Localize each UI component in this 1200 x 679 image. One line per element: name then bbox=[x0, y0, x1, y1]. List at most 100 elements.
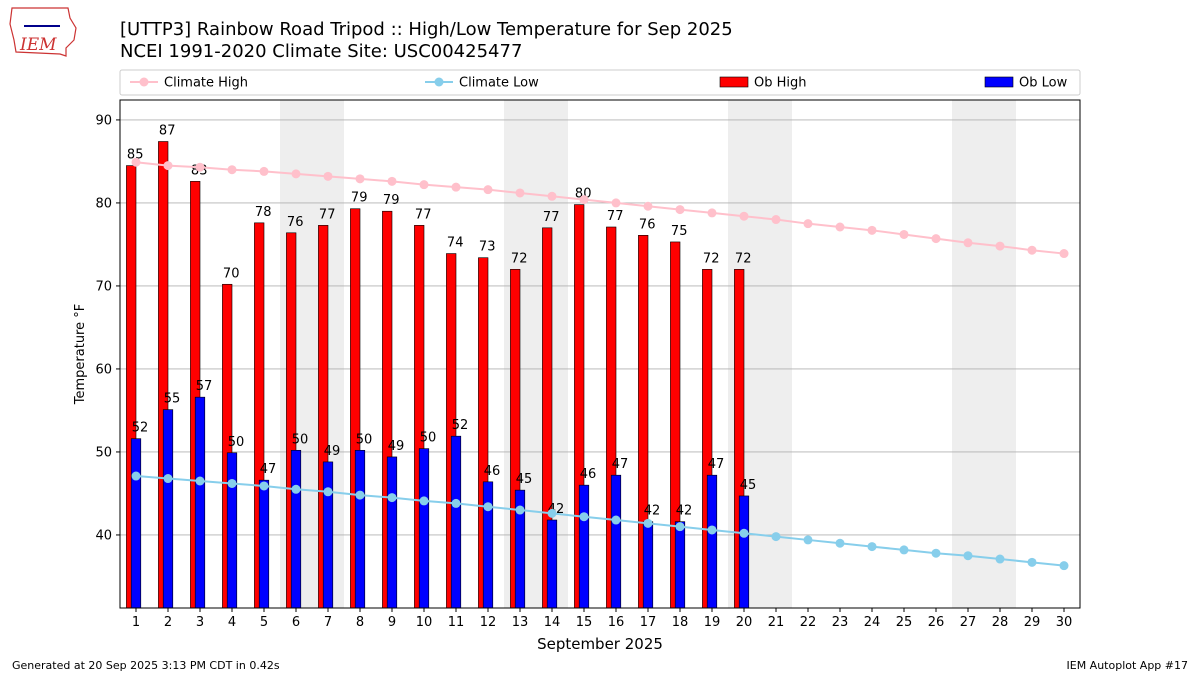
bar bbox=[642, 521, 654, 609]
x-tick-label: 22 bbox=[800, 615, 817, 630]
point bbox=[1059, 561, 1069, 571]
bar-label: 78 bbox=[255, 205, 272, 220]
point bbox=[195, 162, 205, 172]
point bbox=[483, 502, 493, 512]
bar-label: 42 bbox=[644, 504, 661, 519]
bar bbox=[386, 456, 398, 609]
bar-label: 47 bbox=[708, 457, 725, 472]
point bbox=[355, 174, 365, 184]
point bbox=[611, 198, 621, 208]
bar bbox=[450, 435, 462, 609]
y-tick-label: 60 bbox=[95, 362, 112, 377]
weekend-shade bbox=[952, 100, 1016, 608]
point bbox=[291, 484, 301, 494]
bar bbox=[418, 448, 430, 609]
bar-label: 77 bbox=[543, 210, 560, 225]
bar-label: 77 bbox=[415, 207, 432, 222]
footer-left: Generated at 20 Sep 2025 3:13 PM CDT in … bbox=[12, 659, 280, 672]
point bbox=[451, 182, 461, 192]
bar-label: 50 bbox=[292, 432, 309, 447]
x-tick-label: 16 bbox=[608, 615, 625, 630]
point bbox=[707, 525, 717, 535]
point bbox=[931, 234, 941, 244]
x-tick-label: 19 bbox=[704, 615, 721, 630]
bar-label: 46 bbox=[580, 467, 597, 482]
point bbox=[739, 211, 749, 221]
point bbox=[131, 157, 141, 167]
point bbox=[931, 548, 941, 558]
x-tick-label: 30 bbox=[1056, 615, 1073, 630]
bar bbox=[354, 449, 366, 609]
point bbox=[899, 229, 909, 239]
plot-frame bbox=[119, 99, 1081, 609]
point bbox=[419, 496, 429, 506]
bar-label: 77 bbox=[607, 209, 624, 224]
x-tick-label: 6 bbox=[292, 615, 300, 630]
x-tick-label: 13 bbox=[512, 615, 529, 630]
bar-label: 50 bbox=[420, 431, 437, 446]
point bbox=[963, 238, 973, 248]
point bbox=[835, 222, 845, 232]
point bbox=[227, 478, 237, 488]
legend-swatch bbox=[984, 76, 1014, 88]
bar-label: 72 bbox=[735, 251, 752, 266]
y-tick-label: 80 bbox=[95, 196, 112, 211]
point bbox=[227, 165, 237, 175]
bar-label: 52 bbox=[452, 418, 469, 433]
x-tick-label: 28 bbox=[992, 615, 1009, 630]
point bbox=[515, 188, 525, 198]
bar bbox=[578, 484, 590, 609]
point bbox=[323, 487, 333, 497]
legend-box bbox=[119, 69, 1081, 96]
point bbox=[675, 522, 685, 532]
point bbox=[803, 535, 813, 545]
x-tick-label: 15 bbox=[576, 615, 593, 630]
x-tick-label: 14 bbox=[544, 615, 561, 630]
bar-label: 55 bbox=[164, 392, 181, 407]
y-tick-label: 50 bbox=[95, 445, 112, 460]
legend-swatch bbox=[719, 76, 749, 88]
bar-label: 79 bbox=[383, 193, 400, 208]
bar-label: 46 bbox=[484, 464, 501, 479]
bar-label: 47 bbox=[612, 457, 629, 472]
x-tick-label: 12 bbox=[480, 615, 497, 630]
x-tick-label: 21 bbox=[768, 615, 785, 630]
x-tick-label: 9 bbox=[388, 615, 396, 630]
point bbox=[483, 185, 493, 195]
x-tick-label: 10 bbox=[416, 615, 433, 630]
point bbox=[131, 471, 141, 481]
point bbox=[579, 195, 589, 205]
legend-label: Climate High bbox=[164, 76, 248, 91]
x-axis-label: September 2025 bbox=[537, 635, 663, 653]
legend-label: Ob Low bbox=[1019, 76, 1068, 91]
bar-label: 42 bbox=[676, 504, 693, 519]
bar-label: 72 bbox=[703, 251, 720, 266]
y-axis-label: Temperature °F bbox=[73, 304, 88, 405]
legend-label: Ob High bbox=[754, 76, 807, 91]
bar bbox=[258, 479, 270, 609]
x-tick-label: 4 bbox=[228, 615, 236, 630]
x-tick-label: 24 bbox=[864, 615, 881, 630]
chart-subtitle: NCEI 1991-2020 Climate Site: USC00425477 bbox=[120, 41, 522, 62]
point bbox=[1027, 557, 1037, 567]
point bbox=[675, 205, 685, 215]
bar bbox=[130, 438, 142, 609]
legend-point bbox=[434, 77, 444, 87]
x-tick-label: 3 bbox=[196, 615, 204, 630]
point bbox=[547, 508, 557, 518]
point bbox=[771, 215, 781, 225]
point bbox=[1059, 249, 1069, 259]
bar-label: 73 bbox=[479, 240, 496, 255]
bar bbox=[194, 396, 206, 609]
point bbox=[419, 180, 429, 190]
bar bbox=[290, 449, 302, 609]
bar-label: 75 bbox=[671, 224, 688, 239]
point bbox=[259, 166, 269, 176]
point bbox=[451, 498, 461, 508]
bar-label: 50 bbox=[228, 435, 245, 450]
bar bbox=[610, 474, 622, 609]
point bbox=[291, 169, 301, 179]
point bbox=[899, 545, 909, 555]
bar-label: 87 bbox=[159, 124, 176, 139]
bar-label: 70 bbox=[223, 266, 240, 281]
